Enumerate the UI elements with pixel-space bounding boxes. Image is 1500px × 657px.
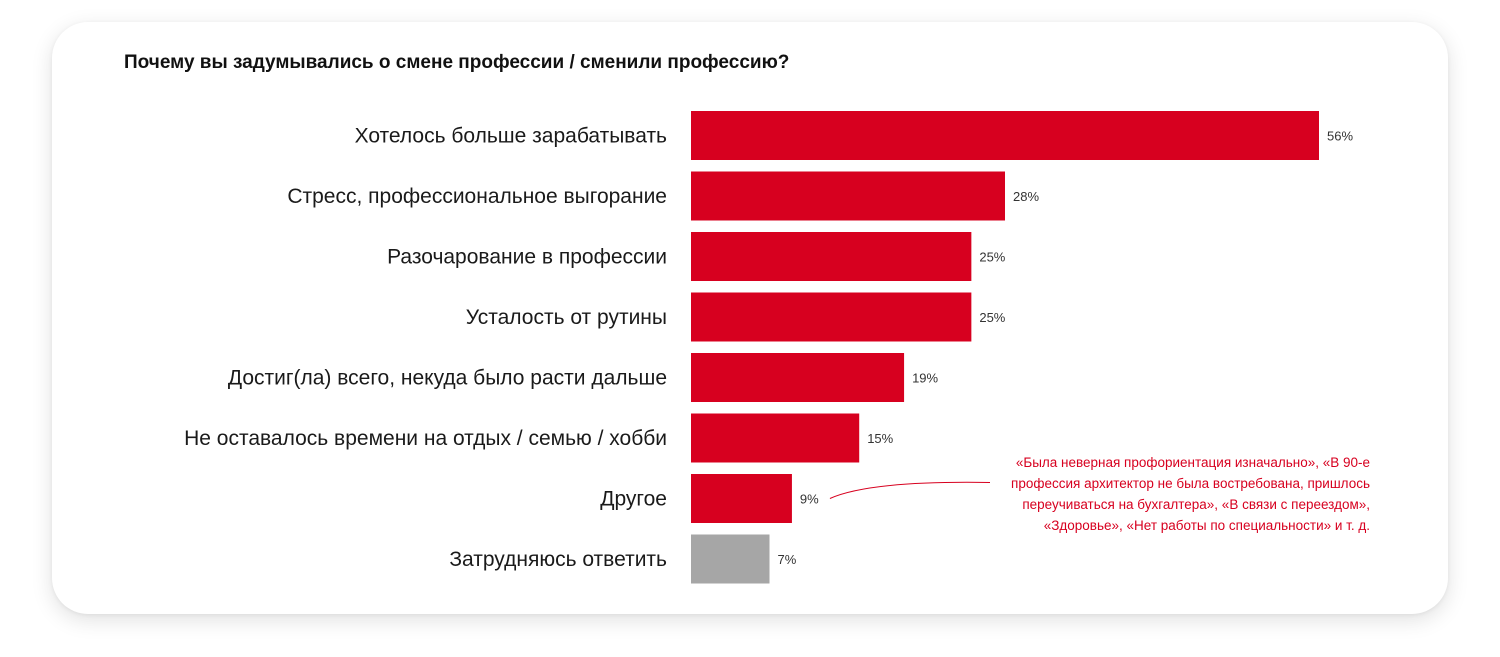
bar-6 [691,474,792,523]
category-label-1: Стресс, профессиональное выгорание [287,185,667,208]
value-label-3: 25% [979,310,1005,325]
bar-3 [691,292,972,342]
category-label-0: Хотелось больше зарабатывать [355,125,667,148]
bar-0 [691,111,1319,160]
category-label-2: Разочарование в профессии [387,246,667,269]
category-label-7: Затрудняюсь ответить [449,548,667,571]
category-label-5: Не оставалось времени на отдых / семью /… [184,427,667,450]
category-label-4: Достиг(ла) всего, некуда было расти даль… [228,367,667,390]
bar-5 [691,413,860,463]
value-label-6: 9% [800,492,819,507]
bar-4 [691,353,905,402]
value-label-0: 56% [1327,129,1353,144]
chart-title: Почему вы задумывались о смене профессии… [124,52,790,73]
category-label-6: Другое [600,488,667,511]
value-label-1: 28% [1013,189,1039,204]
annotation-connector [829,481,991,499]
bar-2 [691,232,972,281]
category-label-3: Усталость от рутины [466,306,667,329]
value-label-5: 15% [867,431,893,446]
value-label-2: 25% [979,250,1005,265]
bar-1 [691,171,1005,221]
other-annotation: «Была неверная профориентация изначально… [1011,455,1370,533]
bar-7 [691,534,770,584]
value-label-4: 19% [912,371,938,386]
value-label-7: 7% [778,552,797,567]
